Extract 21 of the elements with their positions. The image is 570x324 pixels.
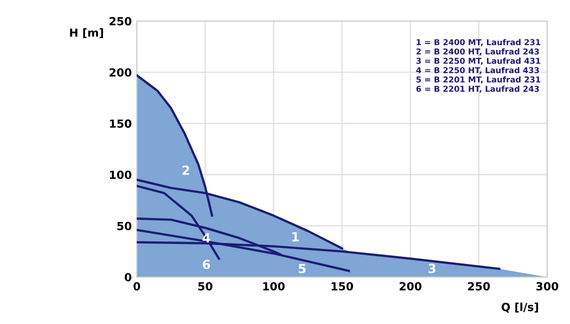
x-tick-label: 300	[536, 282, 558, 290]
annotation: 1	[292, 232, 299, 242]
x-tick-label: 200	[400, 282, 422, 290]
annotation: 1 = B 2400 MT, Laufrad 231 2 = B 2400 HT, Laufrad 243 3 = B 2250 MT, Laufrad 431 4 = B 2250 HT, Laufrad 433 5 = B 2201 MT, Laufrad 231 6 = B 2201 HT, Laufrad 243	[416, 38, 540, 93]
annotation: 3	[428, 264, 436, 274]
annotation: 6	[202, 260, 210, 270]
y-tick-label: 0	[124, 272, 132, 282]
x-tick-label: 50	[198, 282, 212, 290]
x-axis-title: Q [l/s]	[502, 302, 538, 313]
x-tick-label: 250	[468, 282, 490, 290]
y-tick-label: 150	[110, 119, 132, 128]
y-tick-label: 50	[117, 222, 132, 230]
annotation: 2	[182, 166, 190, 175]
y-tick-label: 100	[110, 170, 132, 180]
annotation: 5	[298, 264, 306, 274]
x-tick-label: 150	[332, 282, 354, 290]
x-tick-label: 0	[133, 282, 140, 290]
x-tick-label: 100	[263, 282, 285, 290]
y-axis-title: H [m]	[70, 28, 104, 38]
y-tick-label: 250	[110, 17, 132, 26]
y-tick-label: 200	[110, 68, 132, 77]
